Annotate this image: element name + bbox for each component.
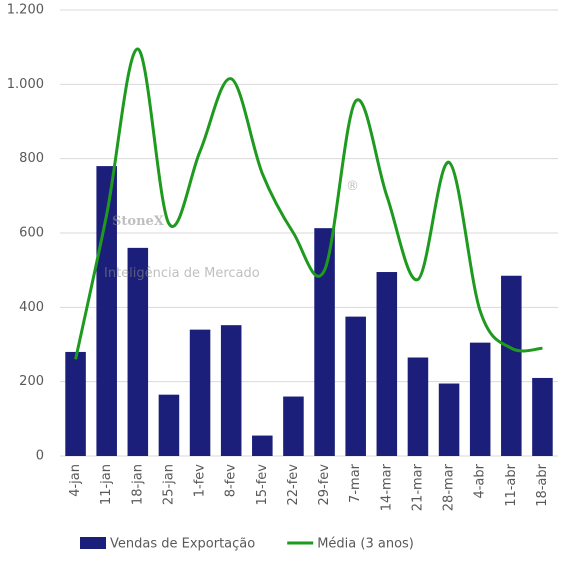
x-tick-label: 15-fev (255, 464, 270, 506)
x-tick-label: 29-fev (317, 464, 332, 506)
bar (532, 377, 553, 456)
y-tick-label: 800 (19, 151, 44, 166)
x-tick-label: 11-jan (99, 464, 114, 505)
x-tick-label: 1-fev (193, 464, 208, 498)
y-tick-label: 200 (19, 374, 44, 389)
bar (438, 383, 460, 456)
line (74, 47, 543, 360)
legend-label: Vendas de Exportação (110, 537, 255, 552)
x-tick-label: 18-jan (130, 464, 145, 505)
y-tick-label: 400 (19, 300, 44, 315)
x-tick-label: 21-mar (410, 463, 425, 511)
x-tick-label: 28-mar (442, 463, 457, 511)
bar (469, 342, 491, 456)
watermark-mark: ® (346, 179, 359, 194)
x-tick-label: 22-fev (286, 464, 301, 506)
bar (220, 325, 242, 456)
bar (501, 275, 522, 456)
bar (127, 247, 149, 456)
watermark-brand: StoneX (112, 214, 165, 229)
x-tick-label: 14-mar (379, 463, 394, 511)
watermark-tagline: Inteligência de Mercado (104, 266, 260, 281)
legend-label: Média (3 anos) (317, 537, 414, 552)
bar (189, 329, 211, 456)
bar (252, 435, 273, 456)
bar (314, 228, 335, 456)
y-tick-label: 0 (36, 449, 44, 464)
bar (65, 351, 86, 456)
x-tick-label: 7-mar (348, 463, 363, 503)
y-tick-label: 1.000 (7, 77, 44, 92)
bar (283, 396, 304, 456)
bar (158, 394, 180, 456)
x-tick-label: 4-abr (473, 463, 488, 498)
bar (345, 316, 366, 456)
x-tick-label: 18-abr (535, 463, 550, 506)
y-tick-label: 600 (19, 226, 44, 241)
bar (407, 357, 429, 456)
x-tick-label: 4-jan (68, 464, 83, 497)
x-tick-label: 11-abr (504, 463, 519, 506)
y-tick-label: 1.200 (7, 3, 44, 18)
x-tick-label: 8-fev (224, 464, 239, 498)
legend-swatch (80, 537, 106, 549)
x-tick-label: 25-jan (161, 464, 176, 505)
bar (376, 272, 398, 456)
